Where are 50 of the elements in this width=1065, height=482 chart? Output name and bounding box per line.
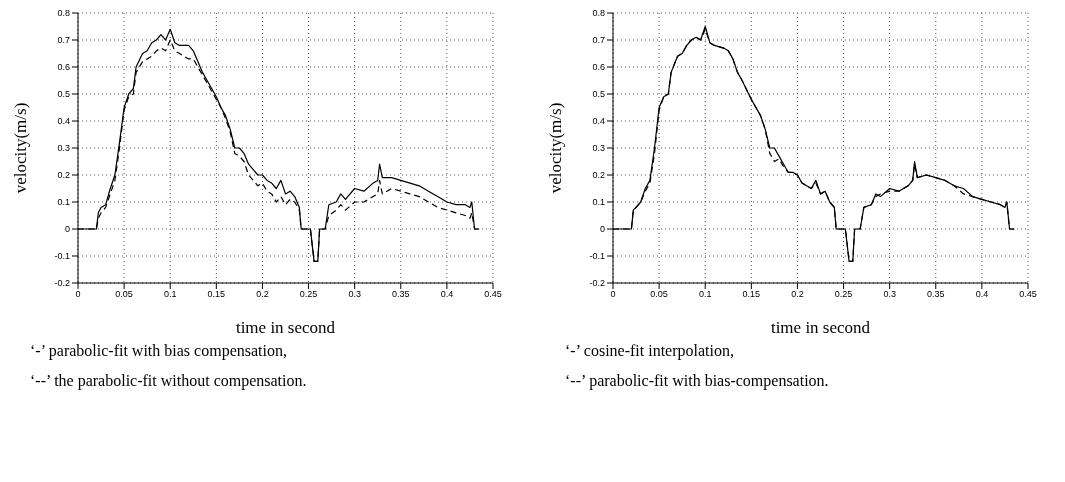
text: ‘--’ parabolic-fit with bias-compensation. (565, 372, 830, 390)
x-tick-label: 0.35 (392, 289, 410, 300)
x-tick-label: 0.05 (650, 289, 668, 300)
y-tick-label: -0.2 (589, 278, 605, 289)
y-tick-label: 0.2 (592, 170, 605, 181)
x-tick-label: 0.15 (742, 289, 761, 300)
text: ‘--’ the parabolic-fit without compensation. (30, 372, 308, 390)
y-tick-label: 0.1 (592, 197, 605, 208)
x-tick-label: 0 (75, 289, 81, 300)
y-tick-label: 0.7 (592, 35, 605, 46)
y-tick-label: 0.1 (57, 197, 70, 208)
x-tick-label: 0.45 (484, 289, 502, 300)
y-tick-label: 0.3 (57, 143, 70, 154)
x-tick-label: 0.15 (207, 289, 226, 300)
y-tick-label: -0.1 (54, 251, 70, 262)
x-tick-label: 0.1 (698, 289, 712, 300)
y-tick-label: 0.3 (592, 143, 605, 154)
x-tick-label: 0.2 (256, 289, 269, 300)
x-tick-label: 0.35 (927, 289, 945, 300)
y-tick-label: 0 (599, 224, 605, 235)
x-axis-title: time in second (235, 318, 336, 337)
y-tick-label: 0.8 (57, 8, 70, 19)
x-tick-label: 0.3 (883, 289, 896, 300)
y-tick-label: 0.5 (57, 89, 70, 100)
x-tick-label: 0.1 (163, 289, 177, 300)
y-tick-label: 0.6 (592, 62, 605, 73)
y-tick-label: 0.4 (57, 116, 70, 127)
y-tick-label: 0.4 (592, 116, 605, 127)
y-axis-title: velocity(m/s) (11, 102, 31, 194)
x-tick-label: 0.3 (348, 289, 361, 300)
y-tick-label: 0.7 (57, 35, 70, 46)
y-tick-label: 0.2 (57, 170, 70, 181)
y-tick-label: 0 (64, 224, 70, 235)
x-tick-label: 0.4 (440, 289, 454, 300)
x-tick-label: 0.25 (299, 289, 318, 300)
text: ‘-’ parabolic-fit with bias compensation, (30, 342, 288, 360)
x-tick-label: 0.25 (834, 289, 853, 300)
y-tick-label: 0.8 (592, 8, 605, 19)
x-tick-label: 0.05 (115, 289, 133, 300)
x-tick-label: 0 (610, 289, 616, 300)
y-tick-label: -0.2 (54, 278, 70, 289)
x-tick-label: 0.2 (791, 289, 804, 300)
y-tick-label: -0.1 (589, 251, 605, 262)
x-axis-title: time in second (770, 318, 871, 337)
x-tick-label: 0.45 (1019, 289, 1037, 300)
text: ‘-’ cosine-fit interpolation, (565, 342, 735, 360)
y-axis-title: velocity(m/s) (546, 102, 566, 194)
x-tick-label: 0.4 (975, 289, 989, 300)
y-tick-label: 0.5 (592, 89, 605, 100)
y-tick-label: 0.6 (57, 62, 70, 73)
